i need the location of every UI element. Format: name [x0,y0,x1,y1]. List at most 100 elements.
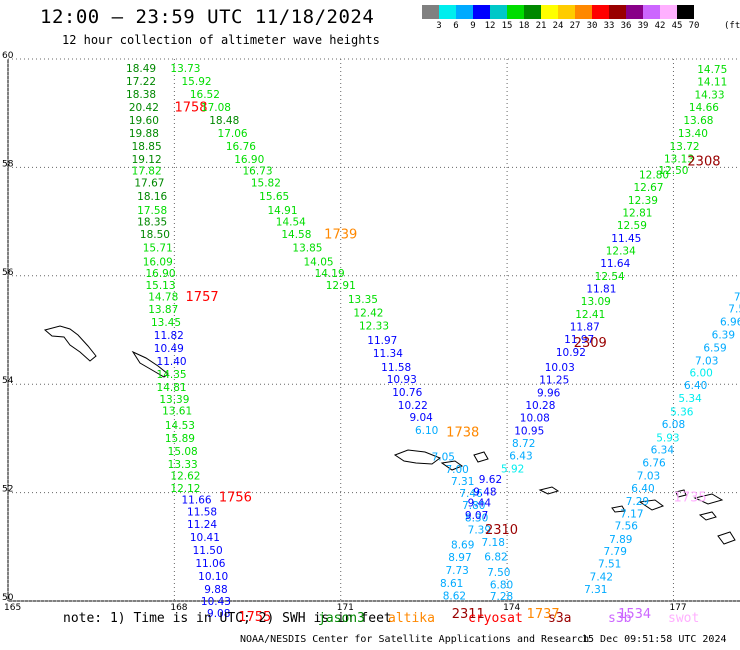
wave-height-point: 12.54 [595,271,625,283]
wave-height-point: 12.41 [575,309,605,321]
wave-height-point: 14.81 [157,382,187,394]
wave-height-point: 6.00 [689,367,712,379]
wave-height-point: 19.88 [129,128,159,140]
wave-height-point: 10.95 [514,425,544,437]
wave-height-point: 18.85 [132,141,162,153]
wave-height-point: 13.72 [670,141,700,153]
wave-height-point: 16.90 [145,268,175,280]
wave-height-point: 11.58 [381,362,411,374]
footer-timestamp: 15 Dec 09:51:58 UTC 2024 [582,634,727,645]
wave-height-point: 18.50 [140,229,170,241]
track-label: 2310 [485,523,518,538]
colorbar-tick-label: 36 [620,21,632,31]
wave-height-point: 9.88 [204,584,227,596]
colorbar-tick-label: 18 [518,21,530,31]
colorbar-swatch [609,5,626,19]
wave-height-point: 11.97 [564,334,594,346]
wave-height-point: 11.82 [154,330,184,342]
wave-height-point: 13.45 [151,317,181,329]
colorbar-swatch [575,5,592,19]
wave-height-point: 14.58 [281,229,311,241]
wave-height-point: 18.35 [137,217,167,229]
wave-height-point: 20.42 [129,102,159,114]
track-label: 1735 [674,491,707,506]
colorbar-tick-label: 6 [453,21,459,31]
colorbar-swatch [456,5,473,19]
wave-height-point: 11.50 [193,545,223,557]
wave-height-point: 17.08 [201,102,231,114]
colorbar-tick-label: 45 [671,21,683,31]
colorbar-swatch [643,5,660,19]
y-tick-label: 54 [2,376,14,386]
colorbar-tick-label: 24 [552,21,564,31]
wave-height-point: 10.76 [392,387,422,399]
legend-s3a: s3a [548,611,572,626]
track-label: 1755 [238,610,271,625]
wave-height-point: 13.73 [170,63,200,75]
legend-s3b: s3b [608,611,632,626]
wave-height-point: 7.50 [487,567,510,579]
wave-height-point: 15.71 [143,243,173,255]
wave-height-point: 14.35 [157,369,187,381]
coastline-island [538,486,560,495]
colorbar-swatch [473,5,490,19]
wave-height-point: 15.65 [259,191,289,203]
wave-height-point: 15.92 [182,76,212,88]
wave-height-point: 10.08 [520,412,550,424]
x-tick-label: 174 [503,603,520,613]
wave-height-point: 13.87 [148,304,178,316]
track-label: 1738 [446,425,479,440]
wave-height-point: 8.72 [512,438,535,450]
wave-height-point: 14.33 [694,89,724,101]
wave-height-point: 7.50 [728,303,740,315]
wave-height-point: 7.17 [620,508,643,520]
wave-height-point: 12.12 [170,483,200,495]
wave-height-point: 11.64 [600,258,630,270]
wave-height-point: 13.39 [159,394,189,406]
wave-height-point: 16.73 [243,166,273,178]
colorbar-swatch [541,5,558,19]
wave-height-point: 18.16 [137,191,167,203]
wave-height-point: 7.18 [482,537,505,549]
wave-height-point: 7.79 [604,546,627,558]
wave-height-point: 7.42 [590,572,613,584]
track-label: 1534 [618,607,651,622]
coastline-island [131,350,169,378]
coastline-island [638,499,665,511]
wave-height-point: 9.04 [409,412,433,424]
wave-height-point: 7.00 [445,464,468,476]
wave-height-point: 6.43 [509,450,532,462]
page-title: 12:00 — 23:59 UTC 11/18/2024 [40,6,375,28]
wave-height-point: 12.62 [170,470,200,482]
wave-height-point: 9.96 [537,387,561,399]
wave-height-point: 10.43 [201,596,231,608]
track-label: 2308 [687,154,720,169]
wave-height-point: 11.45 [611,233,641,245]
coastline-island [675,489,687,498]
track-label: 1756 [219,491,252,506]
colorbar-swatch [507,5,524,19]
wave-height-point: 13.09 [581,296,611,308]
wave-height-point: 18.38 [126,89,156,101]
wave-height-point: 12.33 [359,321,389,333]
wave-height-point: 17.82 [132,166,162,178]
wave-height-point: 7.03 [637,470,660,482]
colorbar-tick-label: 30 [586,21,598,31]
wave-height-point: 11.81 [586,283,616,295]
wave-height-point: 16.76 [226,141,256,153]
wave-height-point: 12.39 [628,195,658,207]
coastline-island [693,493,724,505]
coastline-island [43,325,97,362]
colorbar-tick-label: 12 [484,21,496,31]
track-label: 2311 [452,607,485,622]
wave-height-point: 12.59 [617,220,647,232]
colorbar-swatch [626,5,643,19]
wave-height-point: 10.41 [190,532,220,544]
coastline-island [440,460,464,471]
wave-height-point: 13.33 [168,459,198,471]
wave-height-point: 19.60 [129,115,159,127]
wave-height-point: 15.08 [168,446,198,458]
wave-height-point: 7.56 [615,521,639,533]
wave-height-point: 7.65 [734,291,740,303]
